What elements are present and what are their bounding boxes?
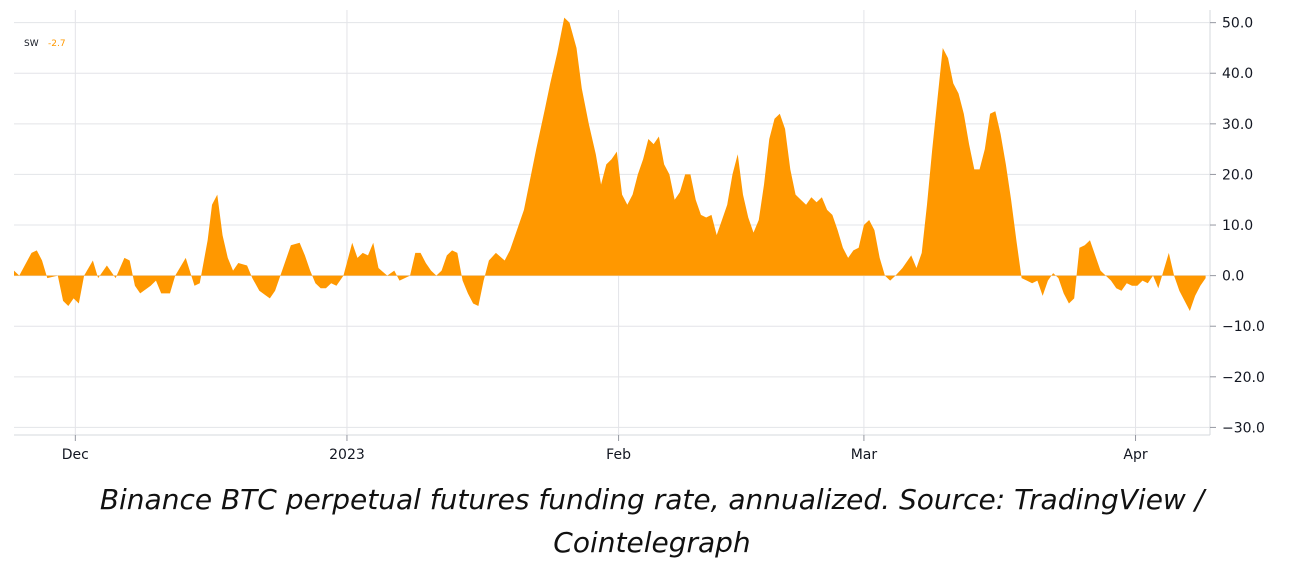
legend: SW -2.7 <box>24 39 66 49</box>
y-tick-label: 0.0 <box>1222 269 1244 285</box>
series-area <box>14 17 1206 312</box>
y-tick-label: 20.0 <box>1222 167 1253 183</box>
legend-symbol: SW <box>24 39 39 49</box>
y-tick-label: −10.0 <box>1222 319 1265 335</box>
y-tick-label: −20.0 <box>1222 370 1265 386</box>
y-tick-label: 10.0 <box>1222 218 1253 234</box>
x-tick-label: Apr <box>1123 447 1147 463</box>
caption-line-2: Cointelegraph <box>553 526 751 559</box>
y-tick-label: 30.0 <box>1222 117 1253 133</box>
chart-container: Dec 2023 Feb Mar Apr 50.0 40.0 30.0 20.0 10.0 0.0… <box>14 10 1274 470</box>
y-tick-label: 50.0 <box>1222 16 1253 32</box>
x-tick-label: Feb <box>606 447 631 463</box>
caption-line-1: Binance BTC perpetual futures funding ra… <box>99 483 1205 516</box>
y-tick-label: 40.0 <box>1222 66 1253 82</box>
legend-value: -2.7 <box>48 39 66 49</box>
x-tick-label: Mar <box>851 447 878 463</box>
x-tick-label: 2023 <box>329 447 365 463</box>
gridlines <box>14 10 1210 435</box>
y-tick-label: −30.0 <box>1222 420 1265 436</box>
y-axis: 50.0 40.0 30.0 20.0 10.0 0.0 −10.0 −20.0 −30.0 <box>1210 16 1265 436</box>
x-tick-label: Dec <box>62 447 89 463</box>
x-axis: Dec 2023 Feb Mar Apr <box>62 435 1148 463</box>
series-area-fill <box>14 17 1206 312</box>
figure-caption: Binance BTC perpetual futures funding ra… <box>0 478 1304 564</box>
funding-rate-chart[interactable]: Dec 2023 Feb Mar Apr 50.0 40.0 30.0 20.0 10.0 0.0… <box>14 10 1274 470</box>
